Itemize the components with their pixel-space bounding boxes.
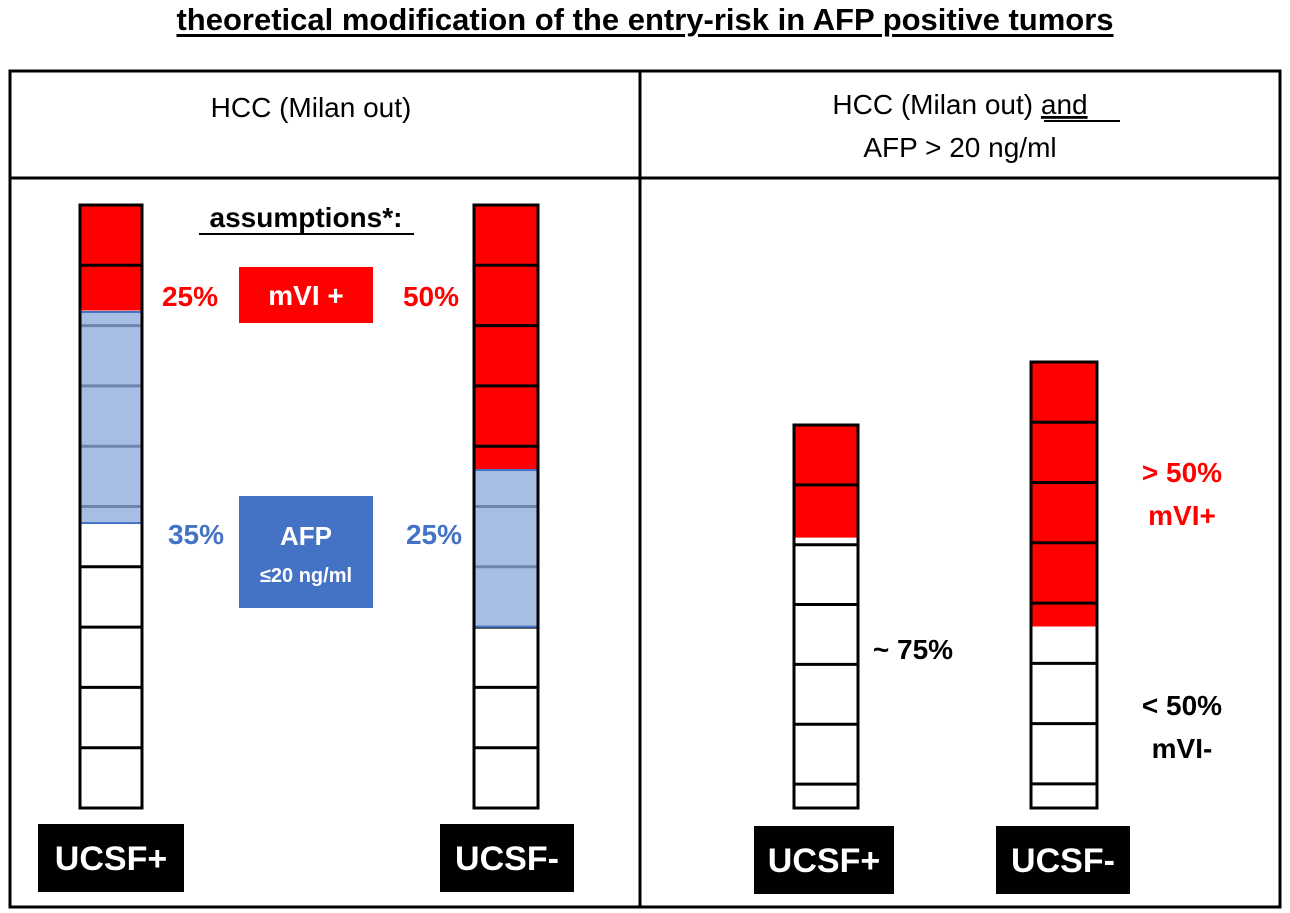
bar-outline — [792, 423, 860, 810]
bar-right-ucsf-plus — [792, 423, 860, 810]
bar-afp-overlay — [473, 469, 539, 628]
label-right-ucsf-minus: UCSF- — [1011, 842, 1115, 880]
bar-left-ucsf-plus — [78, 203, 144, 810]
afp-legend-box — [239, 496, 373, 608]
left-ucsf-minus-mvi-pct: 50% — [403, 281, 459, 312]
afp-legend-label-line2: ≤20 ng/ml — [260, 565, 352, 587]
bar-outline — [78, 203, 144, 810]
right-ucsf-minus-bottom-line2: mVI- — [1152, 733, 1213, 764]
mvi-legend-label: mVI + — [268, 280, 343, 311]
label-box-right-ucsf-minus — [996, 826, 1130, 894]
label-left-ucsf-minus: UCSF- — [455, 840, 559, 878]
bar-red-segment — [80, 205, 142, 311]
afp-legend-label-line1: AFP — [280, 521, 332, 551]
bar-afp-overlay — [79, 311, 143, 525]
assumptions-label: assumptions*: — [210, 202, 403, 233]
label-right-ucsf-plus: UCSF+ — [768, 842, 880, 880]
bar-red-segment — [474, 205, 538, 471]
bar-right-ucsf-minus — [1029, 360, 1099, 810]
right-ucsf-minus-top-line1: > 50% — [1142, 457, 1222, 488]
mvi-legend-box — [239, 267, 373, 323]
bar-red-segment — [794, 425, 858, 538]
bar-left-ucsf-minus — [472, 203, 540, 810]
right-ucsf-minus-top-line2: mVI+ — [1148, 500, 1216, 531]
label-box-right-ucsf-plus — [754, 826, 894, 894]
left-panel-header: HCC (Milan out) — [211, 92, 412, 123]
left-ucsf-plus-mvi-pct: 25% — [162, 281, 218, 312]
outer-frame — [8, 69, 1282, 909]
label-left-ucsf-plus: UCSF+ — [55, 840, 167, 878]
left-ucsf-plus-afp-pct: 35% — [168, 519, 224, 550]
label-box-left-ucsf-plus — [38, 824, 184, 892]
right-panel-header-line2: AFP > 20 ng/ml — [863, 132, 1056, 163]
bar-outline — [1029, 360, 1099, 810]
right-header-main: HCC (Milan out) — [832, 89, 1033, 120]
bar-red-segment — [1031, 362, 1097, 627]
right-ucsf-minus-bottom-line1: < 50% — [1142, 690, 1222, 721]
label-box-left-ucsf-minus — [440, 824, 574, 892]
left-ucsf-minus-afp-pct: 25% — [406, 519, 462, 550]
right-ucsf-plus-annotation: ~ 75% — [873, 634, 953, 665]
right-panel-header-line1: HCC (Milan out) and — [832, 89, 1087, 120]
right-header-and: and — [1041, 89, 1088, 120]
figure-title: theoretical modification of the entry-ri… — [176, 2, 1114, 37]
bar-outline — [472, 203, 540, 810]
